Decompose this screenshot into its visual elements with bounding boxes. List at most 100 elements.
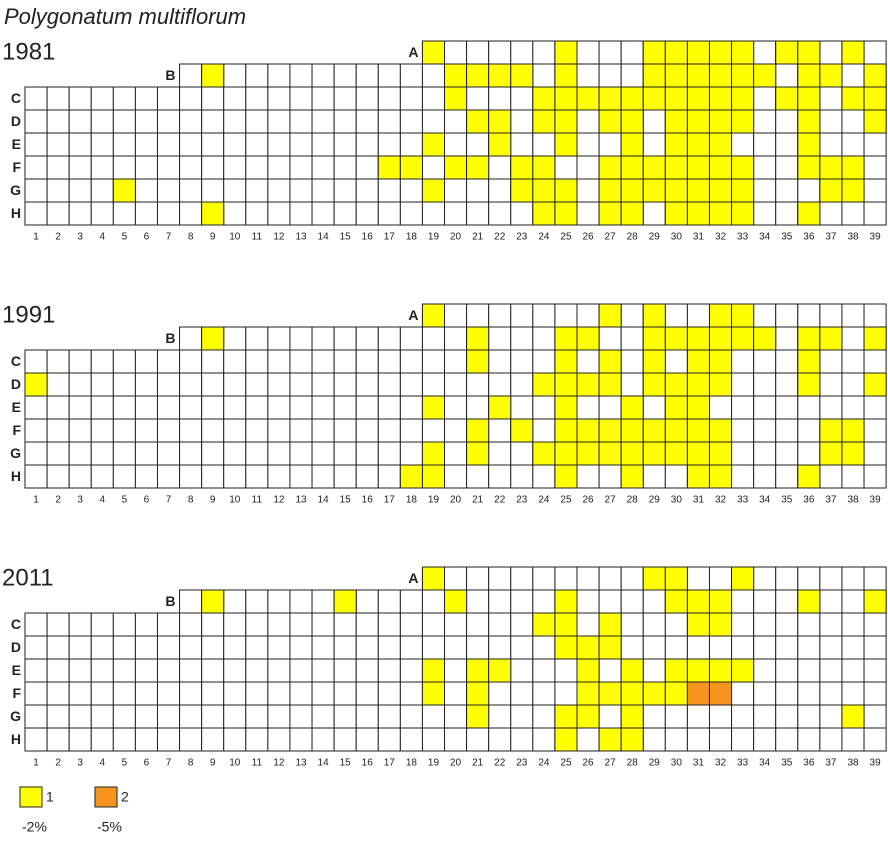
legend-swatch (19, 786, 43, 808)
cell (289, 155, 313, 180)
cell (223, 178, 247, 203)
filled-cell (642, 63, 666, 88)
cell (333, 464, 357, 489)
cell (333, 635, 357, 660)
cell (245, 589, 269, 614)
cell (510, 727, 534, 752)
cell (841, 201, 865, 226)
column-label: 24 (538, 495, 550, 506)
cell (775, 395, 799, 420)
column-label: 37 (825, 758, 837, 769)
filled-cell (797, 372, 821, 397)
cell (24, 109, 48, 134)
cell (90, 395, 114, 420)
cell (488, 589, 512, 614)
cell (201, 109, 225, 134)
cell (245, 372, 269, 397)
cell (355, 201, 379, 226)
filled-cell (686, 372, 710, 397)
filled-cell (598, 612, 622, 637)
filled-cell (510, 178, 534, 203)
filled-cell (642, 349, 666, 374)
cell (245, 326, 269, 351)
column-label: 16 (362, 495, 374, 506)
cell (156, 372, 181, 397)
cell (510, 441, 534, 466)
filled-cell (24, 372, 48, 397)
cell (753, 658, 777, 683)
cell (355, 589, 379, 614)
cell (532, 395, 556, 420)
cell (267, 201, 291, 226)
filled-cell (466, 349, 490, 374)
column-label: 38 (847, 758, 859, 769)
column-label: 28 (627, 758, 639, 769)
column-label: 20 (450, 232, 462, 243)
cell (156, 109, 181, 134)
cell (179, 589, 203, 614)
column-label: 9 (210, 232, 216, 243)
column-label: 3 (77, 495, 83, 506)
column-label: 34 (759, 232, 771, 243)
cell (245, 612, 269, 637)
filled-cell (444, 63, 468, 88)
cell (355, 63, 379, 88)
column-label: 15 (340, 495, 352, 506)
cell (201, 349, 225, 374)
cell (311, 464, 335, 489)
cell (90, 418, 114, 443)
cell (333, 612, 357, 637)
cell (24, 349, 48, 374)
filled-cell (554, 109, 578, 134)
cell (112, 727, 136, 752)
cell (201, 727, 225, 752)
year: 1991 (2, 301, 55, 328)
cell (267, 326, 291, 351)
cell (642, 658, 666, 683)
cell (289, 326, 313, 351)
cell (90, 658, 114, 683)
filled-cell (201, 201, 225, 226)
cell (466, 178, 490, 203)
cell (753, 109, 777, 134)
column-label: 16 (362, 758, 374, 769)
filled-cell (377, 155, 401, 180)
filled-cell (466, 658, 490, 683)
cell (179, 464, 203, 489)
filled-cell (620, 178, 644, 203)
cell (775, 589, 799, 614)
cell (775, 63, 799, 88)
cell (112, 349, 136, 374)
cell (841, 303, 865, 328)
cell (267, 612, 291, 637)
cell (753, 589, 777, 614)
cell (620, 612, 644, 637)
cell (444, 704, 468, 729)
cell (156, 349, 181, 374)
filled-cell (797, 86, 821, 111)
cell (797, 418, 821, 443)
row-label: A (408, 44, 418, 60)
cell (576, 464, 600, 489)
filled-cell (686, 63, 710, 88)
filled-cell (775, 40, 799, 65)
cell (90, 201, 114, 226)
cell (510, 589, 534, 614)
cell (289, 201, 313, 226)
cell (554, 566, 578, 591)
row-label: H (11, 468, 21, 484)
cell (708, 395, 733, 420)
filled-cell (819, 178, 843, 203)
cell (421, 201, 446, 226)
column-label: 7 (166, 758, 172, 769)
cell (245, 109, 269, 134)
cell (134, 464, 158, 489)
column-label: 19 (428, 232, 440, 243)
filled-cell (664, 178, 688, 203)
cell (819, 704, 843, 729)
filled-cell (664, 441, 688, 466)
cell (201, 372, 225, 397)
cell (775, 464, 799, 489)
filled-cell (797, 589, 821, 614)
cell (466, 86, 490, 111)
